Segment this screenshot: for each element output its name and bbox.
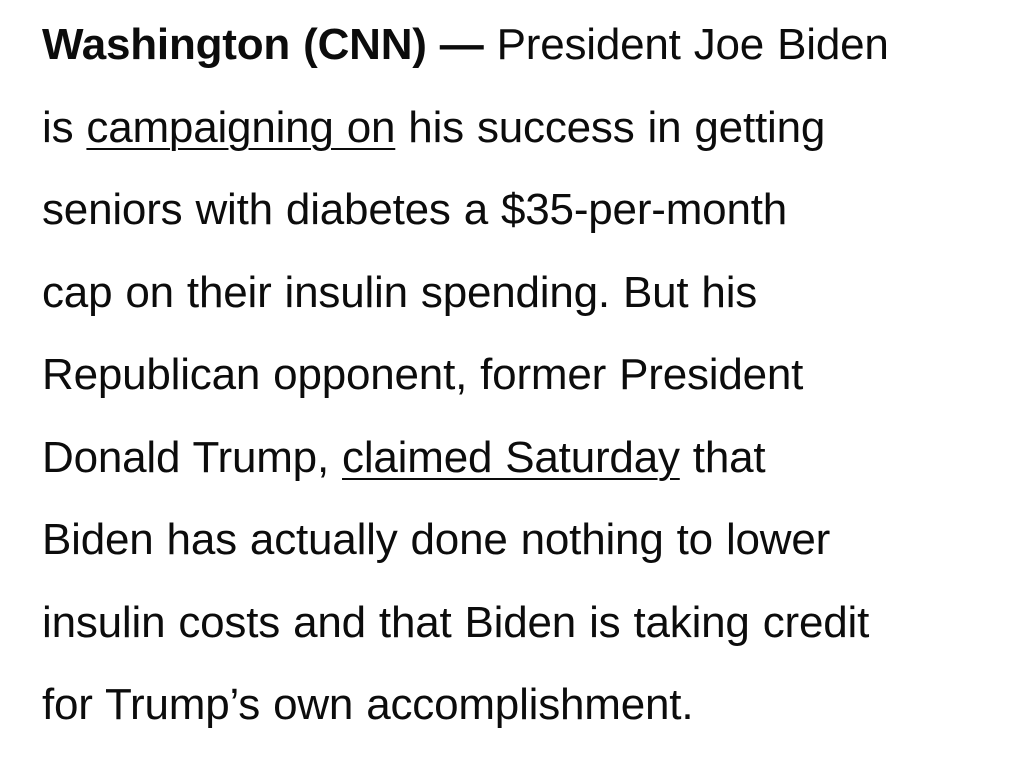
text-segment: Donald Trump,	[42, 432, 343, 482]
text-segment: Republican opponent, former President	[42, 350, 804, 399]
campaigning-on-link[interactable]: campaigning on	[86, 102, 396, 152]
text-segment: insulin costs and that Biden is taking c…	[42, 597, 870, 647]
text-line: insulin costs and that Biden is taking c…	[42, 582, 1002, 665]
text-line: seniors with diabetes a $35-per-month	[42, 169, 1002, 252]
text-segment: for Trump’s own accomplishment.	[42, 680, 694, 729]
text-segment: cap on their insulin spending. But his	[42, 267, 758, 317]
article-paragraph: Washington (CNN) — President Joe Biden i…	[42, 4, 1002, 747]
text-line: Republican opponent, former President	[42, 334, 1002, 417]
text-segment: President Joe Biden	[483, 20, 889, 69]
text-line: for Trump’s own accomplishment.	[42, 664, 1002, 747]
text-line: is campaigning on his success in getting	[42, 87, 1002, 170]
text-segment: is	[42, 102, 87, 152]
text-segment: that	[679, 432, 766, 482]
text-line: Washington (CNN) — President Joe Biden	[42, 4, 1002, 87]
text-segment: his success in getting	[395, 102, 826, 152]
text-line: Donald Trump, claimed Saturday that	[42, 417, 1002, 500]
text-line: Biden has actually done nothing to lower	[42, 499, 1002, 582]
text-segment: seniors with diabetes a $35-per-month	[42, 185, 788, 234]
text-line: cap on their insulin spending. But his	[42, 252, 1002, 335]
text-segment: Biden has actually done nothing to lower	[42, 515, 831, 564]
dateline: Washington (CNN) —	[42, 20, 484, 69]
claimed-saturday-link[interactable]: claimed Saturday	[342, 432, 680, 482]
